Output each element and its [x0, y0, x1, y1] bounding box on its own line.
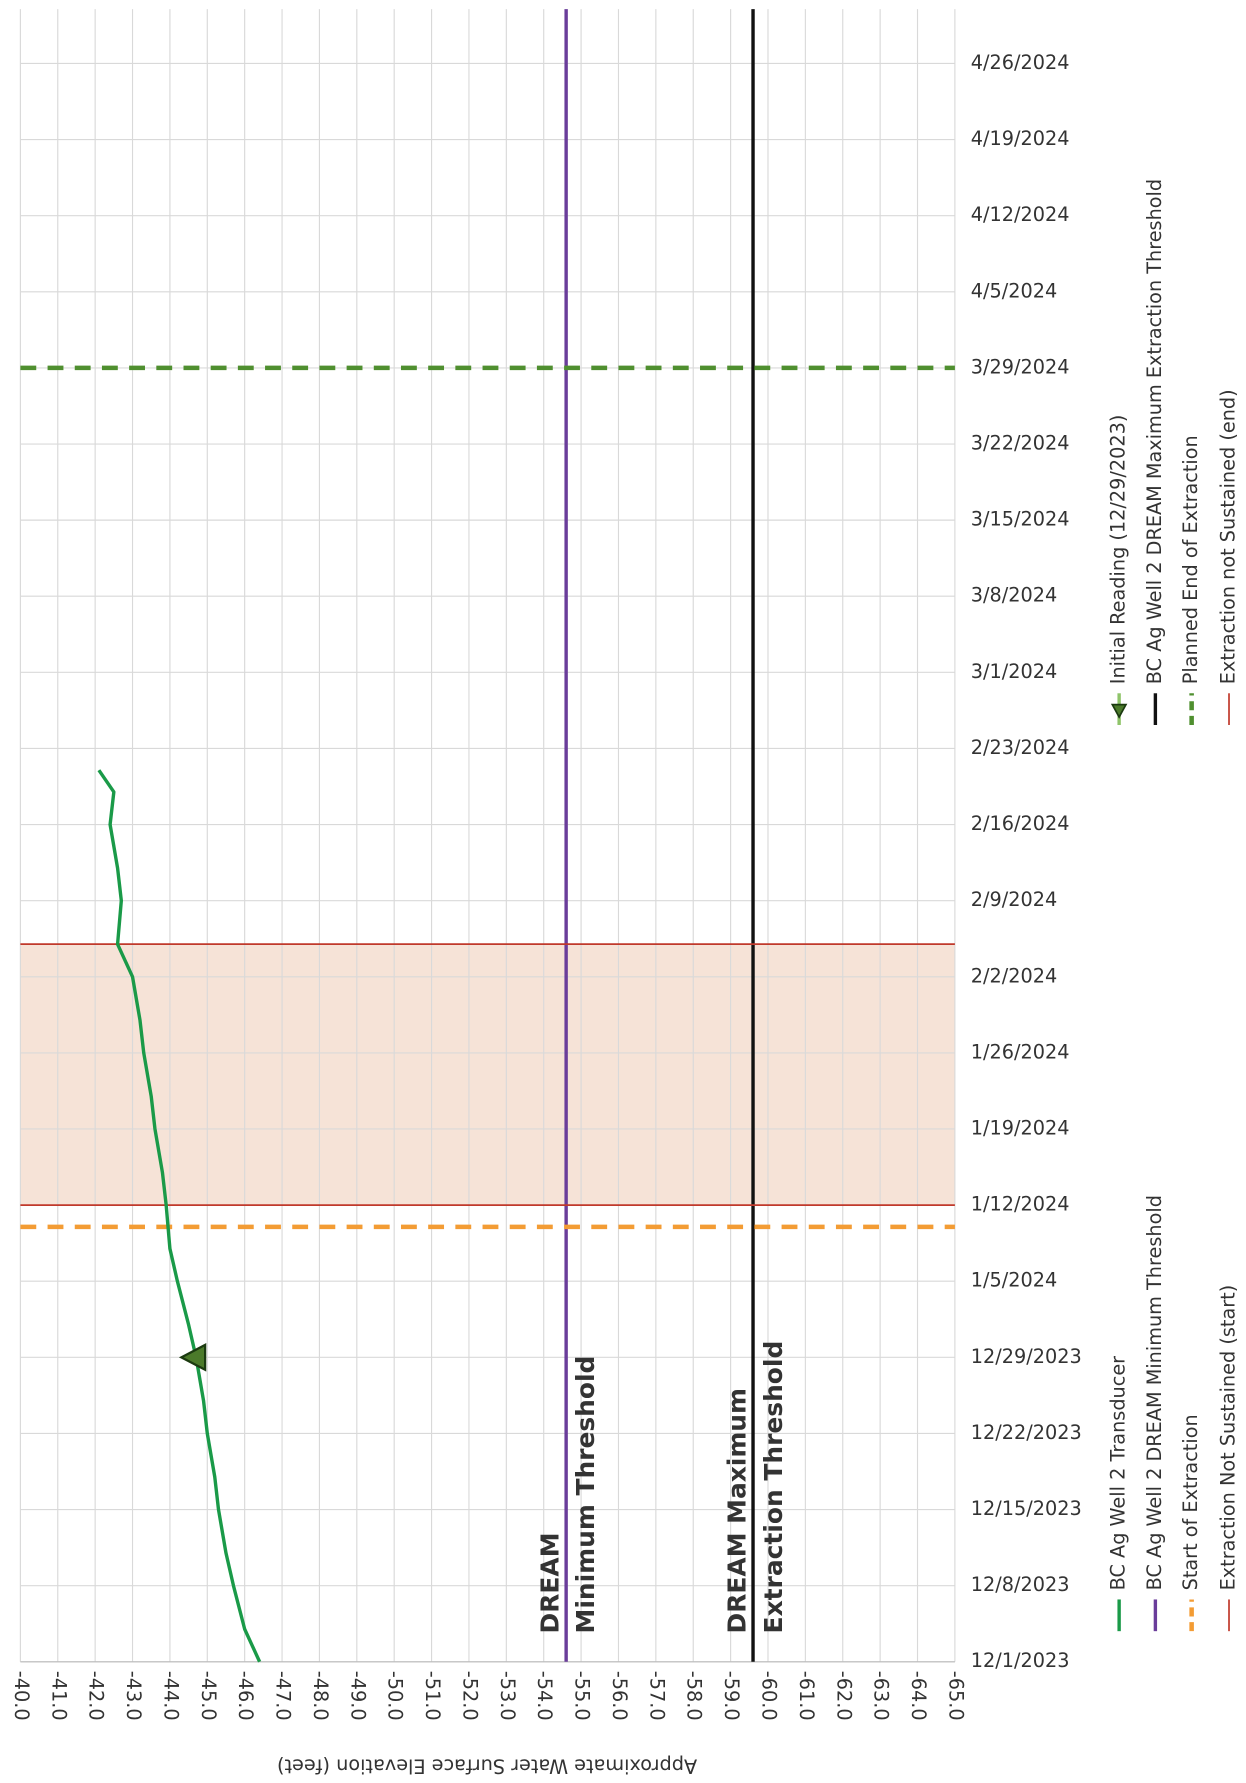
legend-label: BC Ag Well 2 DREAM Maximum Extraction Th… — [1143, 179, 1166, 684]
legend-label: BC Ag Well 2 Transducer — [1107, 1356, 1130, 1591]
annotation: Extraction Threshold — [759, 1341, 788, 1634]
x-tick-label: 4/5/2024 — [971, 279, 1057, 302]
x-tick-label: 3/8/2024 — [971, 584, 1057, 607]
legend-item: BC Ag Well 2 DREAM Minimum Threshold — [1143, 1195, 1166, 1632]
y-tick-label: -60.0 — [757, 1671, 780, 1721]
y-tick-label: -45.0 — [197, 1671, 220, 1721]
y-axis-title: Approximate Water Surface Elevation (fee… — [277, 1754, 697, 1777]
legend-label: BC Ag Well 2 DREAM Minimum Threshold — [1143, 1195, 1166, 1590]
annotation: DREAM Maximum — [723, 1388, 752, 1633]
legend-item: Planned End of Extraction — [1179, 435, 1202, 725]
legend-item: Extraction Not Sustained (start) — [1217, 1285, 1240, 1632]
y-tick-label: -41.0 — [47, 1671, 70, 1721]
x-tick-label: 1/19/2024 — [971, 1116, 1070, 1139]
legend-label: Planned End of Extraction — [1179, 435, 1202, 684]
legend-label: Extraction Not Sustained (start) — [1217, 1285, 1240, 1591]
x-tick-label: 1/26/2024 — [971, 1040, 1070, 1063]
x-tick-label: 3/22/2024 — [971, 432, 1070, 455]
x-tick-label: 12/15/2023 — [971, 1497, 1082, 1520]
y-tick-label: -58.0 — [683, 1671, 706, 1721]
y-tick-label: -56.0 — [608, 1671, 631, 1721]
shaded-region — [20, 944, 955, 1206]
y-tick-label: -64.0 — [907, 1671, 930, 1721]
y-tick-label: -59.0 — [720, 1671, 743, 1721]
x-tick-label: 2/16/2024 — [971, 812, 1070, 835]
y-tick-label: -50.0 — [384, 1671, 407, 1721]
legend-item: Start of Extraction — [1179, 1414, 1202, 1632]
x-tick-label: 2/2/2024 — [971, 964, 1057, 987]
y-tick-label: -46.0 — [234, 1671, 257, 1721]
legend-marker — [1110, 703, 1128, 719]
x-tick-label: 3/15/2024 — [971, 508, 1070, 531]
legend-item: Initial Reading (12/29/2023) — [1107, 415, 1130, 725]
x-tick-label: 12/1/2023 — [971, 1649, 1070, 1672]
y-tick-label: -48.0 — [309, 1671, 332, 1721]
y-tick-label: -40.0 — [10, 1671, 33, 1721]
marker — [178, 1342, 207, 1372]
y-tick-label: -62.0 — [832, 1671, 855, 1721]
y-tick-label: -63.0 — [870, 1671, 893, 1721]
y-tick-label: -65.0 — [944, 1671, 967, 1721]
x-tick-label: 4/12/2024 — [971, 203, 1070, 226]
legend-label: Initial Reading (12/29/2023) — [1107, 415, 1130, 685]
series-line — [97, 769, 262, 1663]
x-tick-label: 12/22/2023 — [971, 1421, 1082, 1444]
legend-item: Extraction not Sustained (end) — [1217, 389, 1240, 725]
y-tick-label: -52.0 — [458, 1671, 481, 1721]
legend-label: Start of Extraction — [1179, 1414, 1202, 1590]
y-tick-label: -55.0 — [571, 1671, 594, 1721]
x-tick-label: 1/5/2024 — [971, 1269, 1057, 1292]
x-tick-label: 3/29/2024 — [971, 355, 1070, 378]
x-tick-label: 2/23/2024 — [971, 736, 1070, 759]
y-tick-label: -44.0 — [159, 1671, 182, 1721]
x-tick-label: 3/1/2024 — [971, 660, 1057, 683]
y-tick-label: -57.0 — [645, 1671, 668, 1721]
legend-item: BC Ag Well 2 DREAM Maximum Extraction Th… — [1143, 179, 1166, 725]
y-tick-label: -42.0 — [85, 1671, 108, 1721]
y-tick-label: -53.0 — [496, 1671, 519, 1721]
x-tick-label: 4/26/2024 — [971, 51, 1070, 74]
x-tick-label: 12/29/2023 — [971, 1345, 1082, 1368]
x-tick-label: 2/9/2024 — [971, 888, 1057, 911]
y-tick-label: -47.0 — [272, 1671, 295, 1721]
annotation: DREAM — [536, 1532, 565, 1633]
legend-label: Extraction not Sustained (end) — [1217, 389, 1240, 684]
y-tick-label: -43.0 — [122, 1671, 145, 1721]
y-tick-label: -49.0 — [346, 1671, 369, 1721]
y-tick-label: -54.0 — [533, 1671, 556, 1721]
x-tick-label: 12/8/2023 — [971, 1573, 1070, 1596]
legend-item: BC Ag Well 2 Transducer — [1107, 1356, 1130, 1632]
y-tick-label: -61.0 — [795, 1671, 818, 1721]
x-tick-label: 1/12/2024 — [971, 1193, 1070, 1216]
x-tick-label: 4/19/2024 — [971, 127, 1070, 150]
annotation: Minimum Threshold — [571, 1356, 600, 1634]
y-tick-label: -51.0 — [421, 1671, 444, 1721]
